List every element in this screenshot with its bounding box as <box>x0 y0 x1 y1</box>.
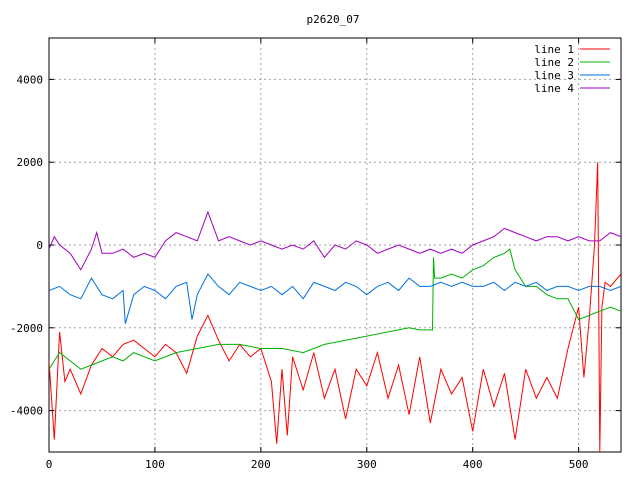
chart-title: p2620_07 <box>307 13 360 26</box>
series-layer <box>49 162 621 452</box>
x-tick-label: 200 <box>251 458 271 471</box>
legend-label: line 2 <box>534 56 574 69</box>
y-tick-label: 4000 <box>17 73 44 86</box>
series-line-1 <box>49 162 621 452</box>
series-line-3 <box>49 273 621 324</box>
legend-label: line 3 <box>534 69 574 82</box>
legend-label: line 1 <box>534 43 574 56</box>
y-tick-label: -4000 <box>10 405 43 418</box>
series-line-2 <box>49 248 621 370</box>
x-tick-label: 300 <box>357 458 377 471</box>
x-tick-label: 100 <box>145 458 165 471</box>
y-tick-label: -2000 <box>10 322 43 335</box>
x-tick-label: 500 <box>569 458 589 471</box>
x-tick-label: 0 <box>46 458 53 471</box>
series-line-4 <box>49 210 621 271</box>
axis-ticks: 0 100 200 300 400 500 -4000 -2000 0 2000 4000 <box>10 38 621 471</box>
y-tick-label: 2000 <box>17 156 44 169</box>
y-tick-label: 0 <box>36 239 43 252</box>
legend-label: line 4 <box>534 82 574 95</box>
grid <box>49 38 621 452</box>
x-tick-label: 400 <box>463 458 483 471</box>
